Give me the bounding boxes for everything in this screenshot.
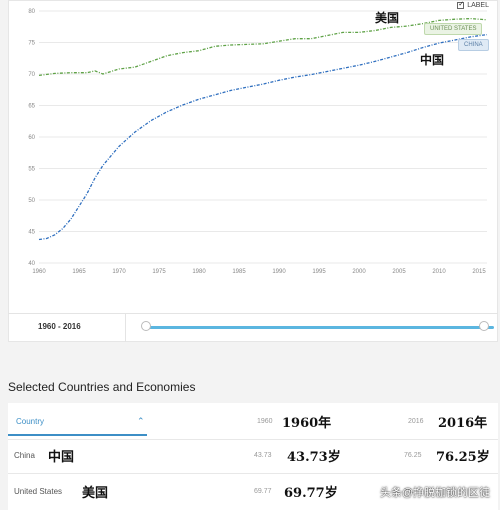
value-china-2016: 76.25 <box>404 451 422 459</box>
y-tick-label: 70 <box>28 72 35 78</box>
note-china-2016: 76.25岁 <box>436 449 490 465</box>
active-sort-underline <box>8 434 147 436</box>
y-tick-label: 75 <box>28 41 35 47</box>
year-1960-label: 1960 <box>257 417 273 425</box>
year-range-bar: 1960 - 2016 <box>8 313 498 342</box>
label-toggle-text: LABEL <box>467 2 489 9</box>
x-tick-label: 2015 <box>472 269 486 275</box>
x-tick-label: 1980 <box>192 269 206 275</box>
country-header-label: Country <box>16 416 45 426</box>
table-row[interactable]: China 中国 43.73 43.73岁 76.25 76.25岁 <box>8 437 498 474</box>
note-china-1960: 43.73岁 <box>287 449 341 465</box>
chart-panel: 40 45 50 55 60 65 70 75 80 1960 1965 1970 1975 1980 19… <box>8 0 498 342</box>
annotation-2016: 2016年 <box>438 403 487 439</box>
x-tick-label: 1990 <box>272 269 286 275</box>
y-tick-label: 55 <box>28 167 35 173</box>
legend: LABEL <box>419 0 489 9</box>
sort-control[interactable]: ⌃ <box>137 403 145 439</box>
x-tick-label: 1975 <box>152 269 166 275</box>
y-tick-label: 40 <box>28 261 35 267</box>
x-tick-label: 1965 <box>72 269 86 275</box>
x-tick-label: 1970 <box>112 269 126 275</box>
country-name-china[interactable]: China <box>14 450 35 460</box>
slider-end-handle[interactable] <box>479 321 489 331</box>
column-header-1960[interactable]: 1960 <box>257 403 273 439</box>
year-range-slider[interactable] <box>146 326 494 329</box>
checkbox-icon[interactable] <box>457 0 465 9</box>
x-tick-label: 2000 <box>352 269 366 275</box>
x-tick-label: 2005 <box>392 269 406 275</box>
annotation-us: 美国 <box>375 11 400 25</box>
y-tick-label: 80 <box>28 9 35 15</box>
x-tick-label: 1985 <box>232 269 246 275</box>
country-name-united-states[interactable]: United States <box>14 486 63 496</box>
country-note-us: 美国 <box>82 485 109 501</box>
value-china-1960: 43.73 <box>254 451 272 459</box>
annotation-2016-text: 2016年 <box>438 415 488 431</box>
slider-start-handle[interactable] <box>141 321 151 331</box>
value-us-2016: 78. <box>404 487 414 495</box>
column-header-2016[interactable]: 2016 <box>408 403 424 439</box>
x-tick-label: 1995 <box>312 269 326 275</box>
column-header-country[interactable]: Country <box>16 403 44 439</box>
section-title: Selected Countries and Economies <box>8 380 196 394</box>
note-us-1960: 69.77岁 <box>284 485 338 501</box>
y-tick-label: 50 <box>28 198 35 204</box>
range-divider <box>125 314 126 342</box>
watermark: 头条@挣脱枷锁的区徒 <box>379 487 490 499</box>
chevron-up-icon[interactable]: ⌃ <box>137 415 145 426</box>
x-tick-label: 1960 <box>32 269 46 275</box>
range-label: 1960 - 2016 <box>38 322 81 331</box>
y-tick-label: 60 <box>28 135 35 141</box>
value-us-1960: 69.77 <box>254 487 272 495</box>
annotation-1960-text: 1960年 <box>282 415 332 431</box>
annotation-china: 中国 <box>420 53 445 67</box>
countries-table: Country ⌃ 1960 1960年 2016 2016年 China 中国… <box>8 403 498 510</box>
table-header-row: Country ⌃ 1960 1960年 2016 2016年 <box>8 403 498 440</box>
country-note-china: 中国 <box>48 449 75 465</box>
year-2016-label: 2016 <box>408 417 424 425</box>
series-tag-china: CHINA <box>458 39 489 51</box>
annotation-1960: 1960年 <box>282 403 331 439</box>
label-toggle[interactable]: LABEL <box>419 0 489 9</box>
life-expectancy-chart: 40 45 50 55 60 65 70 75 80 1960 1965 1970 1975 1980 19… <box>28 9 488 275</box>
series-tag-united-states: UNITED STATES <box>424 23 483 35</box>
y-tick-label: 65 <box>28 104 35 110</box>
y-tick-label: 45 <box>28 230 35 236</box>
x-tick-label: 2010 <box>432 269 446 275</box>
series-line-china <box>38 33 488 241</box>
series-line-united-states <box>38 17 488 77</box>
table-row[interactable]: United States 美国 69.77 69.77岁 78. <box>8 473 498 509</box>
